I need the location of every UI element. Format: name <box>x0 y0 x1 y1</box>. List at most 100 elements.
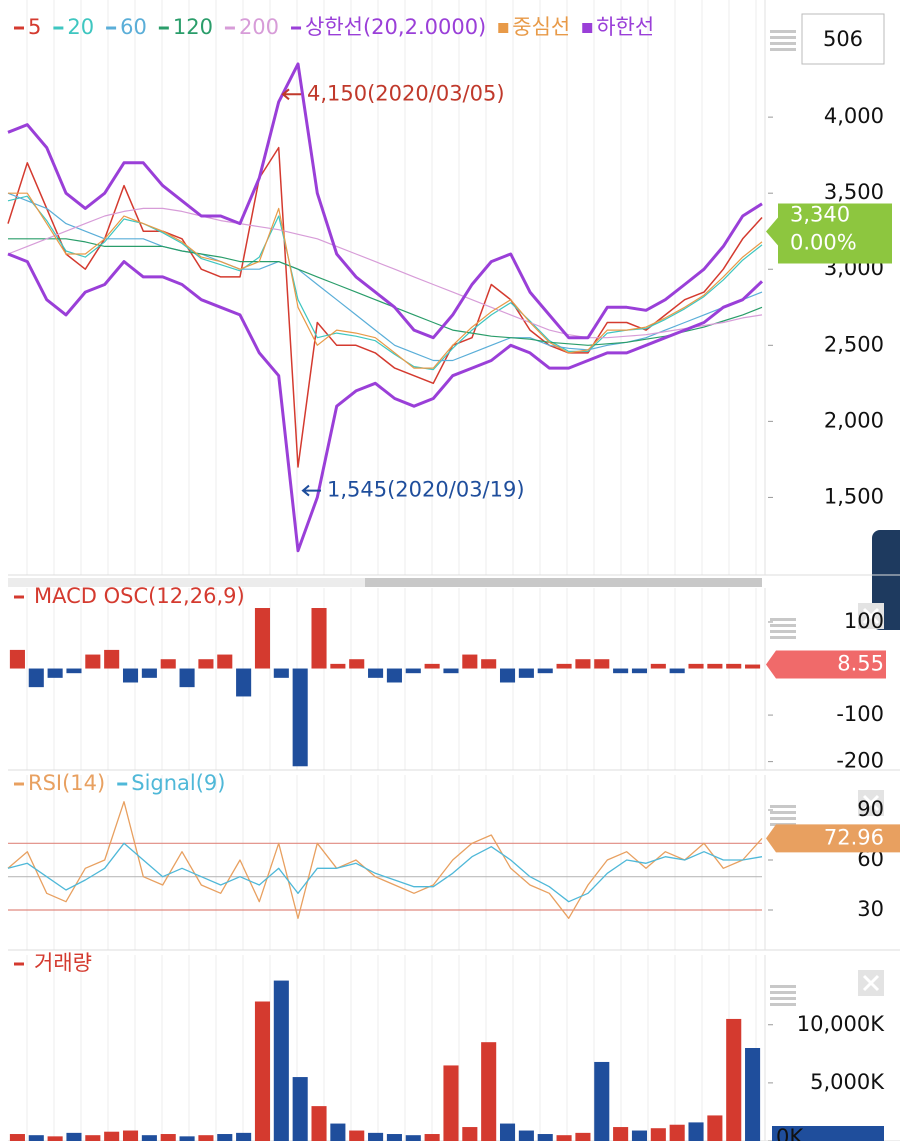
bar <box>368 668 384 678</box>
series-line <box>7 192 763 362</box>
menu-icon[interactable] <box>770 42 796 45</box>
bar <box>707 663 723 669</box>
bar <box>669 668 685 674</box>
bar <box>518 1130 534 1141</box>
count-box[interactable] <box>801 13 885 65</box>
badge-shape <box>766 650 886 679</box>
bar <box>122 668 139 683</box>
series-line <box>7 801 763 919</box>
bar <box>462 1127 478 1141</box>
bar <box>613 1127 629 1141</box>
bar <box>537 668 553 674</box>
y-tick-label: 30 <box>857 897 884 921</box>
bar <box>575 1132 591 1141</box>
bar <box>594 659 610 669</box>
menu-icon[interactable] <box>770 636 796 639</box>
bar <box>330 663 346 669</box>
bar <box>292 668 308 767</box>
menu-icon[interactable] <box>770 630 796 633</box>
bar <box>9 1134 25 1141</box>
bar <box>104 1131 120 1141</box>
series-line <box>7 252 764 553</box>
menu-icon[interactable] <box>770 36 796 39</box>
menu-icon[interactable] <box>770 991 796 994</box>
badge-label: 8.55 <box>837 652 884 676</box>
bar <box>443 668 459 674</box>
badge-shape <box>766 824 900 853</box>
count-text: 506 <box>823 27 863 51</box>
close-icon <box>862 607 880 625</box>
bar <box>575 659 591 669</box>
series-line <box>7 146 763 468</box>
bar <box>443 1065 459 1141</box>
bar <box>28 1135 44 1141</box>
bar <box>198 1135 214 1141</box>
menu-icon[interactable] <box>770 30 796 33</box>
scrollbar[interactable] <box>365 578 762 587</box>
zero-badge <box>772 1126 884 1141</box>
bar <box>631 668 648 674</box>
menu-icon[interactable] <box>770 48 796 51</box>
bar <box>66 668 82 674</box>
legend-label: 120 <box>173 15 213 39</box>
bar <box>405 668 421 674</box>
menu-icon[interactable] <box>770 811 796 814</box>
menu-icon[interactable] <box>770 985 796 988</box>
bar <box>311 608 327 669</box>
close-icon <box>862 974 880 992</box>
series-line <box>8 192 763 369</box>
annotation-arrow <box>301 484 321 497</box>
bar <box>745 664 761 669</box>
price-badge: 3,340 0.00% <box>766 203 892 264</box>
bar <box>254 608 271 669</box>
bar <box>386 1134 402 1141</box>
bar <box>462 654 478 669</box>
bar <box>179 668 195 688</box>
bar <box>330 1123 346 1141</box>
menu-icon[interactable] <box>770 805 796 808</box>
bar <box>9 649 25 669</box>
bar <box>217 1134 233 1141</box>
y-tick-label: 3,500 <box>824 180 884 204</box>
annotation: 4,150(2020/03/05) <box>307 81 505 105</box>
bar <box>726 1018 742 1141</box>
close-icon <box>862 794 880 812</box>
bar <box>236 668 252 697</box>
bar <box>537 1134 553 1141</box>
bar <box>66 1132 82 1141</box>
y-tick-label: 0K <box>776 1125 804 1141</box>
bar <box>745 1048 761 1141</box>
bar <box>349 659 365 669</box>
series-line <box>7 62 763 340</box>
series-line <box>7 195 763 371</box>
bar <box>499 1123 516 1141</box>
y-tick-label: 5,000K <box>810 1070 885 1094</box>
bar <box>85 654 101 669</box>
y-tick-label: 2,500 <box>824 332 884 356</box>
bar <box>556 1135 572 1141</box>
legend-label: Signal(9) <box>131 771 225 795</box>
legend-label: 60 <box>120 15 147 39</box>
y-tick-label: 90 <box>857 797 884 821</box>
legend-marker <box>582 23 593 33</box>
badge-change: 0.00% <box>790 231 857 255</box>
bar <box>160 1134 176 1141</box>
menu-icon[interactable] <box>770 997 796 1000</box>
menu-icon[interactable] <box>770 618 796 621</box>
bar <box>141 1135 157 1141</box>
value-badge: 72.96 <box>766 824 900 853</box>
menu-icon[interactable] <box>770 624 796 627</box>
menu-icon[interactable] <box>770 1003 796 1006</box>
bar <box>405 1135 421 1141</box>
bar <box>349 1130 365 1141</box>
legend-label: 하한선 <box>596 15 654 39</box>
menu-icon[interactable] <box>770 817 796 820</box>
bar <box>122 1130 139 1141</box>
legend-label: 상한선(20,2.0000) <box>305 15 486 39</box>
bar <box>160 659 176 669</box>
annotation: 1,545(2020/03/19) <box>327 478 525 502</box>
legend-label: 중심선 <box>512 15 570 39</box>
bar <box>368 1132 384 1141</box>
bar <box>481 659 497 669</box>
